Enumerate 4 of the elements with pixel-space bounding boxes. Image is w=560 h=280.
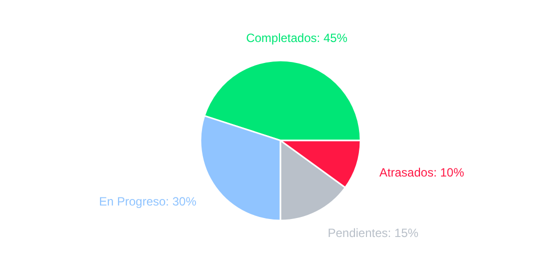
slice-label: Pendientes: 15% xyxy=(328,226,419,240)
slice-label: Completados: 45% xyxy=(246,30,348,45)
slice-label: En Progreso: 30% xyxy=(98,194,197,209)
slice-label: Atrasados: 10% xyxy=(379,166,464,180)
